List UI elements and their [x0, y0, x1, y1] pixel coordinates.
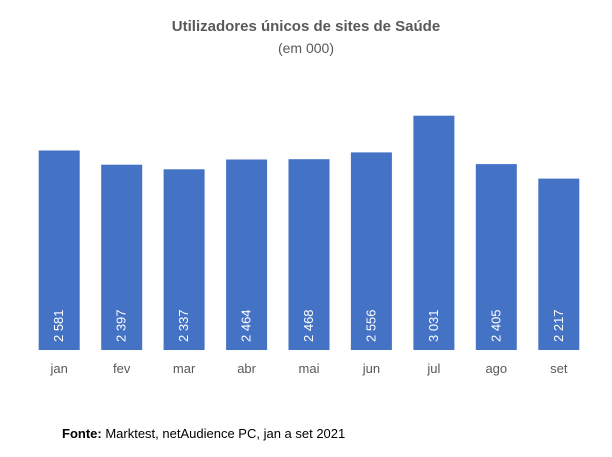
tick-label-abr: abr — [237, 361, 256, 376]
tick-label-ago: ago — [485, 361, 507, 376]
data-label-mar: 2 337 — [176, 309, 191, 342]
tick-label-mai: mai — [299, 361, 320, 376]
data-label-jan: 2 581 — [51, 309, 66, 342]
bar-mar — [163, 169, 205, 350]
bar-fev — [101, 164, 143, 350]
tick-label-fev: fev — [113, 361, 131, 376]
tick-label-mar: mar — [173, 361, 196, 376]
bar-jan — [38, 150, 80, 350]
bar-mai — [288, 159, 330, 350]
tick-label-jul: jul — [426, 361, 440, 376]
source-text: Marktest, netAudience PC, jan a set 2021 — [101, 426, 346, 441]
bar-ago — [475, 164, 517, 350]
chart-subtitle: (em 000) — [277, 40, 335, 56]
source-note: Fonte: Marktest, netAudience PC, jan a s… — [62, 426, 345, 441]
data-labels-layer: 2 581 2 397 2 337 2 464 2 468 2 556 3 031 2 405… — [51, 309, 566, 342]
chart-title: Utilizadores únicos de sites de Saúde — [171, 18, 441, 35]
x-axis-tick-labels: jan fev mar abr mai jun jul ago set — [50, 361, 568, 376]
bar-jul — [413, 115, 455, 350]
data-label-jul: 3 031 — [426, 309, 441, 342]
tick-label-jun: jun — [362, 361, 380, 376]
data-label-fev: 2 397 — [114, 309, 129, 342]
bars-layer — [38, 115, 580, 350]
data-label-jun: 2 556 — [363, 309, 378, 342]
data-label-abr: 2 464 — [239, 309, 254, 342]
data-label-set: 2 217 — [551, 309, 566, 342]
tick-label-set: set — [550, 361, 568, 376]
data-label-ago: 2 405 — [488, 309, 503, 342]
data-label-mai: 2 468 — [301, 309, 316, 342]
bar-set — [538, 178, 580, 350]
bar-abr — [226, 159, 268, 350]
bar-jun — [350, 152, 392, 350]
tick-label-jan: jan — [50, 361, 68, 376]
source-label: Fonte: — [62, 426, 102, 441]
